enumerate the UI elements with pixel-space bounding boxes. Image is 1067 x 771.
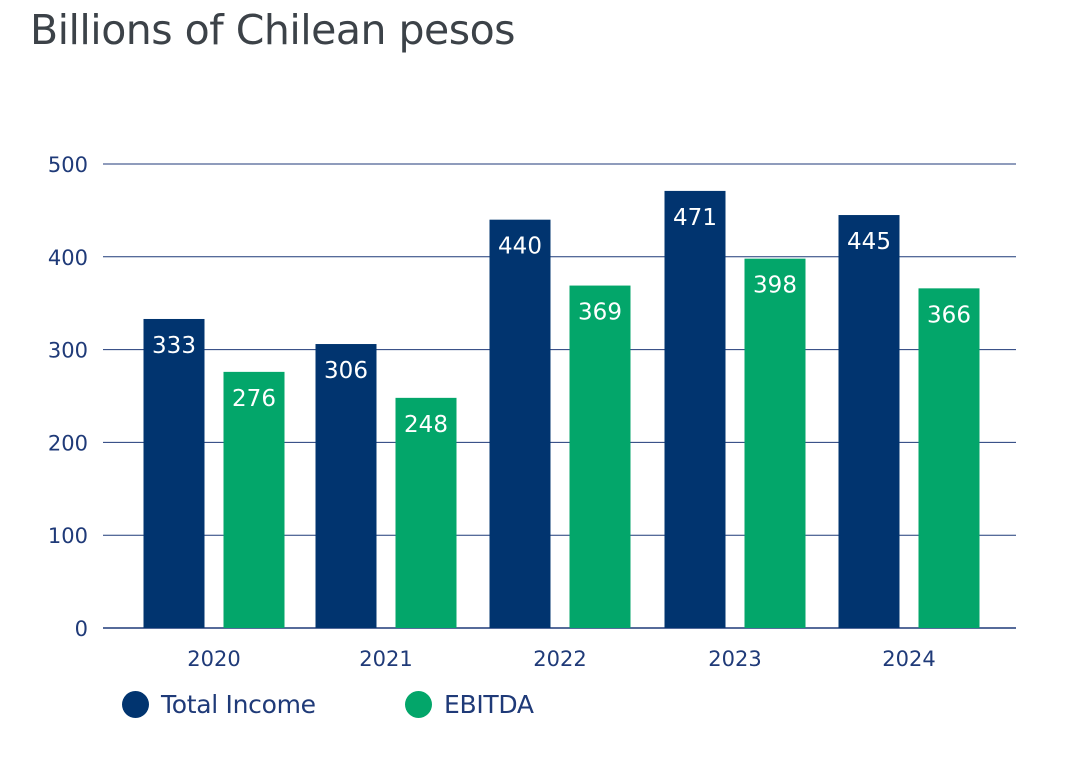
bar-total-income	[664, 190, 726, 629]
x-tick-label: 2023	[708, 647, 761, 671]
data-label-ebitda: 366	[927, 302, 971, 328]
x-tick-label: 2021	[359, 647, 412, 671]
bar-total-income	[838, 215, 900, 629]
y-tick-label: 300	[48, 339, 88, 363]
data-label-total-income: 333	[152, 333, 196, 359]
x-tick-label: 2020	[187, 647, 240, 671]
data-label-ebitda: 248	[404, 412, 448, 438]
bar-ebitda	[744, 258, 806, 628]
x-tick-label: 2022	[533, 647, 586, 671]
bar-total-income	[143, 318, 205, 628]
data-label-total-income: 471	[673, 205, 717, 231]
legend-swatch-ebitda	[405, 691, 432, 718]
bar-ebitda	[918, 288, 980, 628]
bar-total-income	[489, 219, 551, 628]
legend-label-ebitda: EBITDA	[444, 690, 534, 719]
x-tick-label: 2024	[882, 647, 935, 671]
y-tick-label: 500	[48, 153, 88, 177]
data-label-ebitda: 276	[232, 386, 276, 412]
legend-swatch-total-income	[122, 691, 149, 718]
bar-ebitda	[395, 397, 457, 628]
legend-item-total-income: Total Income	[122, 690, 316, 719]
legend-item-ebitda: EBITDA	[405, 690, 534, 719]
data-label-total-income: 445	[847, 229, 891, 255]
bar-ebitda	[569, 285, 631, 628]
data-label-total-income: 306	[324, 358, 368, 384]
y-tick-label: 100	[48, 524, 88, 548]
data-label-total-income: 440	[498, 234, 542, 260]
data-label-ebitda: 398	[753, 273, 797, 299]
y-tick-label: 200	[48, 431, 88, 455]
chart-title: Billions of Chilean pesos	[30, 6, 516, 54]
bar-ebitda	[223, 371, 285, 628]
bar-total-income	[315, 344, 377, 628]
legend-label-total-income: Total Income	[161, 690, 316, 719]
y-tick-label: 0	[75, 617, 88, 641]
y-tick-label: 400	[48, 246, 88, 270]
data-label-ebitda: 369	[578, 300, 622, 326]
